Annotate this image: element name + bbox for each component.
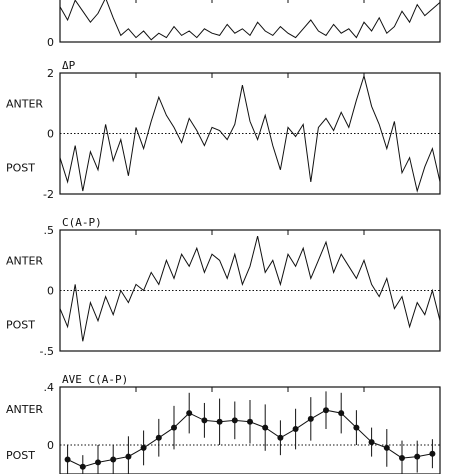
panel-4-point-5 xyxy=(140,444,147,451)
panel-2-anter-label: ANTER xyxy=(6,97,43,110)
panel-4-point-6 xyxy=(155,434,162,441)
panel-4-point-17 xyxy=(323,407,329,414)
panel-4-title: AVE C(A-P) xyxy=(62,373,128,386)
panel-4-point-16 xyxy=(307,415,314,422)
panel-4-point-14 xyxy=(277,434,284,441)
panel-1-ytick-label-0: 0 xyxy=(47,36,54,49)
panel-4-point-23 xyxy=(414,453,421,460)
panel-4-point-1 xyxy=(79,463,86,470)
panel-2-title: ΔP xyxy=(62,59,76,72)
panel-2-ytick-label-0: 2 xyxy=(47,67,54,80)
panel-4-post-label: POST xyxy=(6,449,35,462)
panel-4-point-2 xyxy=(95,459,101,466)
panel-4-point-3 xyxy=(110,456,117,463)
panel-4-point-18 xyxy=(338,410,345,417)
panel-4-point-15 xyxy=(292,426,299,433)
panel-4-point-12 xyxy=(247,418,253,425)
panel-3-anter-label: ANTER xyxy=(6,254,43,267)
panel-4-anter-label: ANTER xyxy=(6,403,43,416)
panel-4-ytick-label-0: .4 xyxy=(44,381,55,394)
panel-2-series-line xyxy=(59,74,441,193)
panel-4-point-4 xyxy=(125,453,132,460)
panel-2-ytick-label-1: 0 xyxy=(47,128,54,141)
panel-4-point-24 xyxy=(429,450,436,457)
panel-3-series-line xyxy=(59,235,441,342)
panel-4-ytick-label-1: 0 xyxy=(47,439,54,452)
panel-1-series-line xyxy=(59,0,441,41)
panel-3-post-label: POST xyxy=(6,318,35,331)
panel-4-point-22 xyxy=(399,455,405,462)
panel-4-point-8 xyxy=(186,410,193,417)
panel-4-point-13 xyxy=(262,424,269,431)
panel-3-ytick-label-0: .5 xyxy=(44,224,55,237)
panel-1-frame xyxy=(59,0,441,43)
panel-4-point-21 xyxy=(383,444,390,451)
panel-4-point-9 xyxy=(201,417,208,424)
panel-4-point-7 xyxy=(171,424,177,431)
panel-3-title: C(A-P) xyxy=(62,216,102,229)
panel-2-ytick-label-2: -2 xyxy=(43,188,54,201)
panel-3-ytick-label-1: 0 xyxy=(47,285,54,298)
panel-4-frame xyxy=(59,386,441,474)
panel-4-point-10 xyxy=(216,418,223,425)
panel-4-point-0 xyxy=(64,456,71,463)
panel-3-ytick-label-2: -.5 xyxy=(40,345,54,358)
panel-4-point-11 xyxy=(231,417,238,424)
panel-4-point-19 xyxy=(353,424,360,431)
panel-2-post-label: POST xyxy=(6,161,35,174)
panel-4-point-20 xyxy=(368,439,375,446)
